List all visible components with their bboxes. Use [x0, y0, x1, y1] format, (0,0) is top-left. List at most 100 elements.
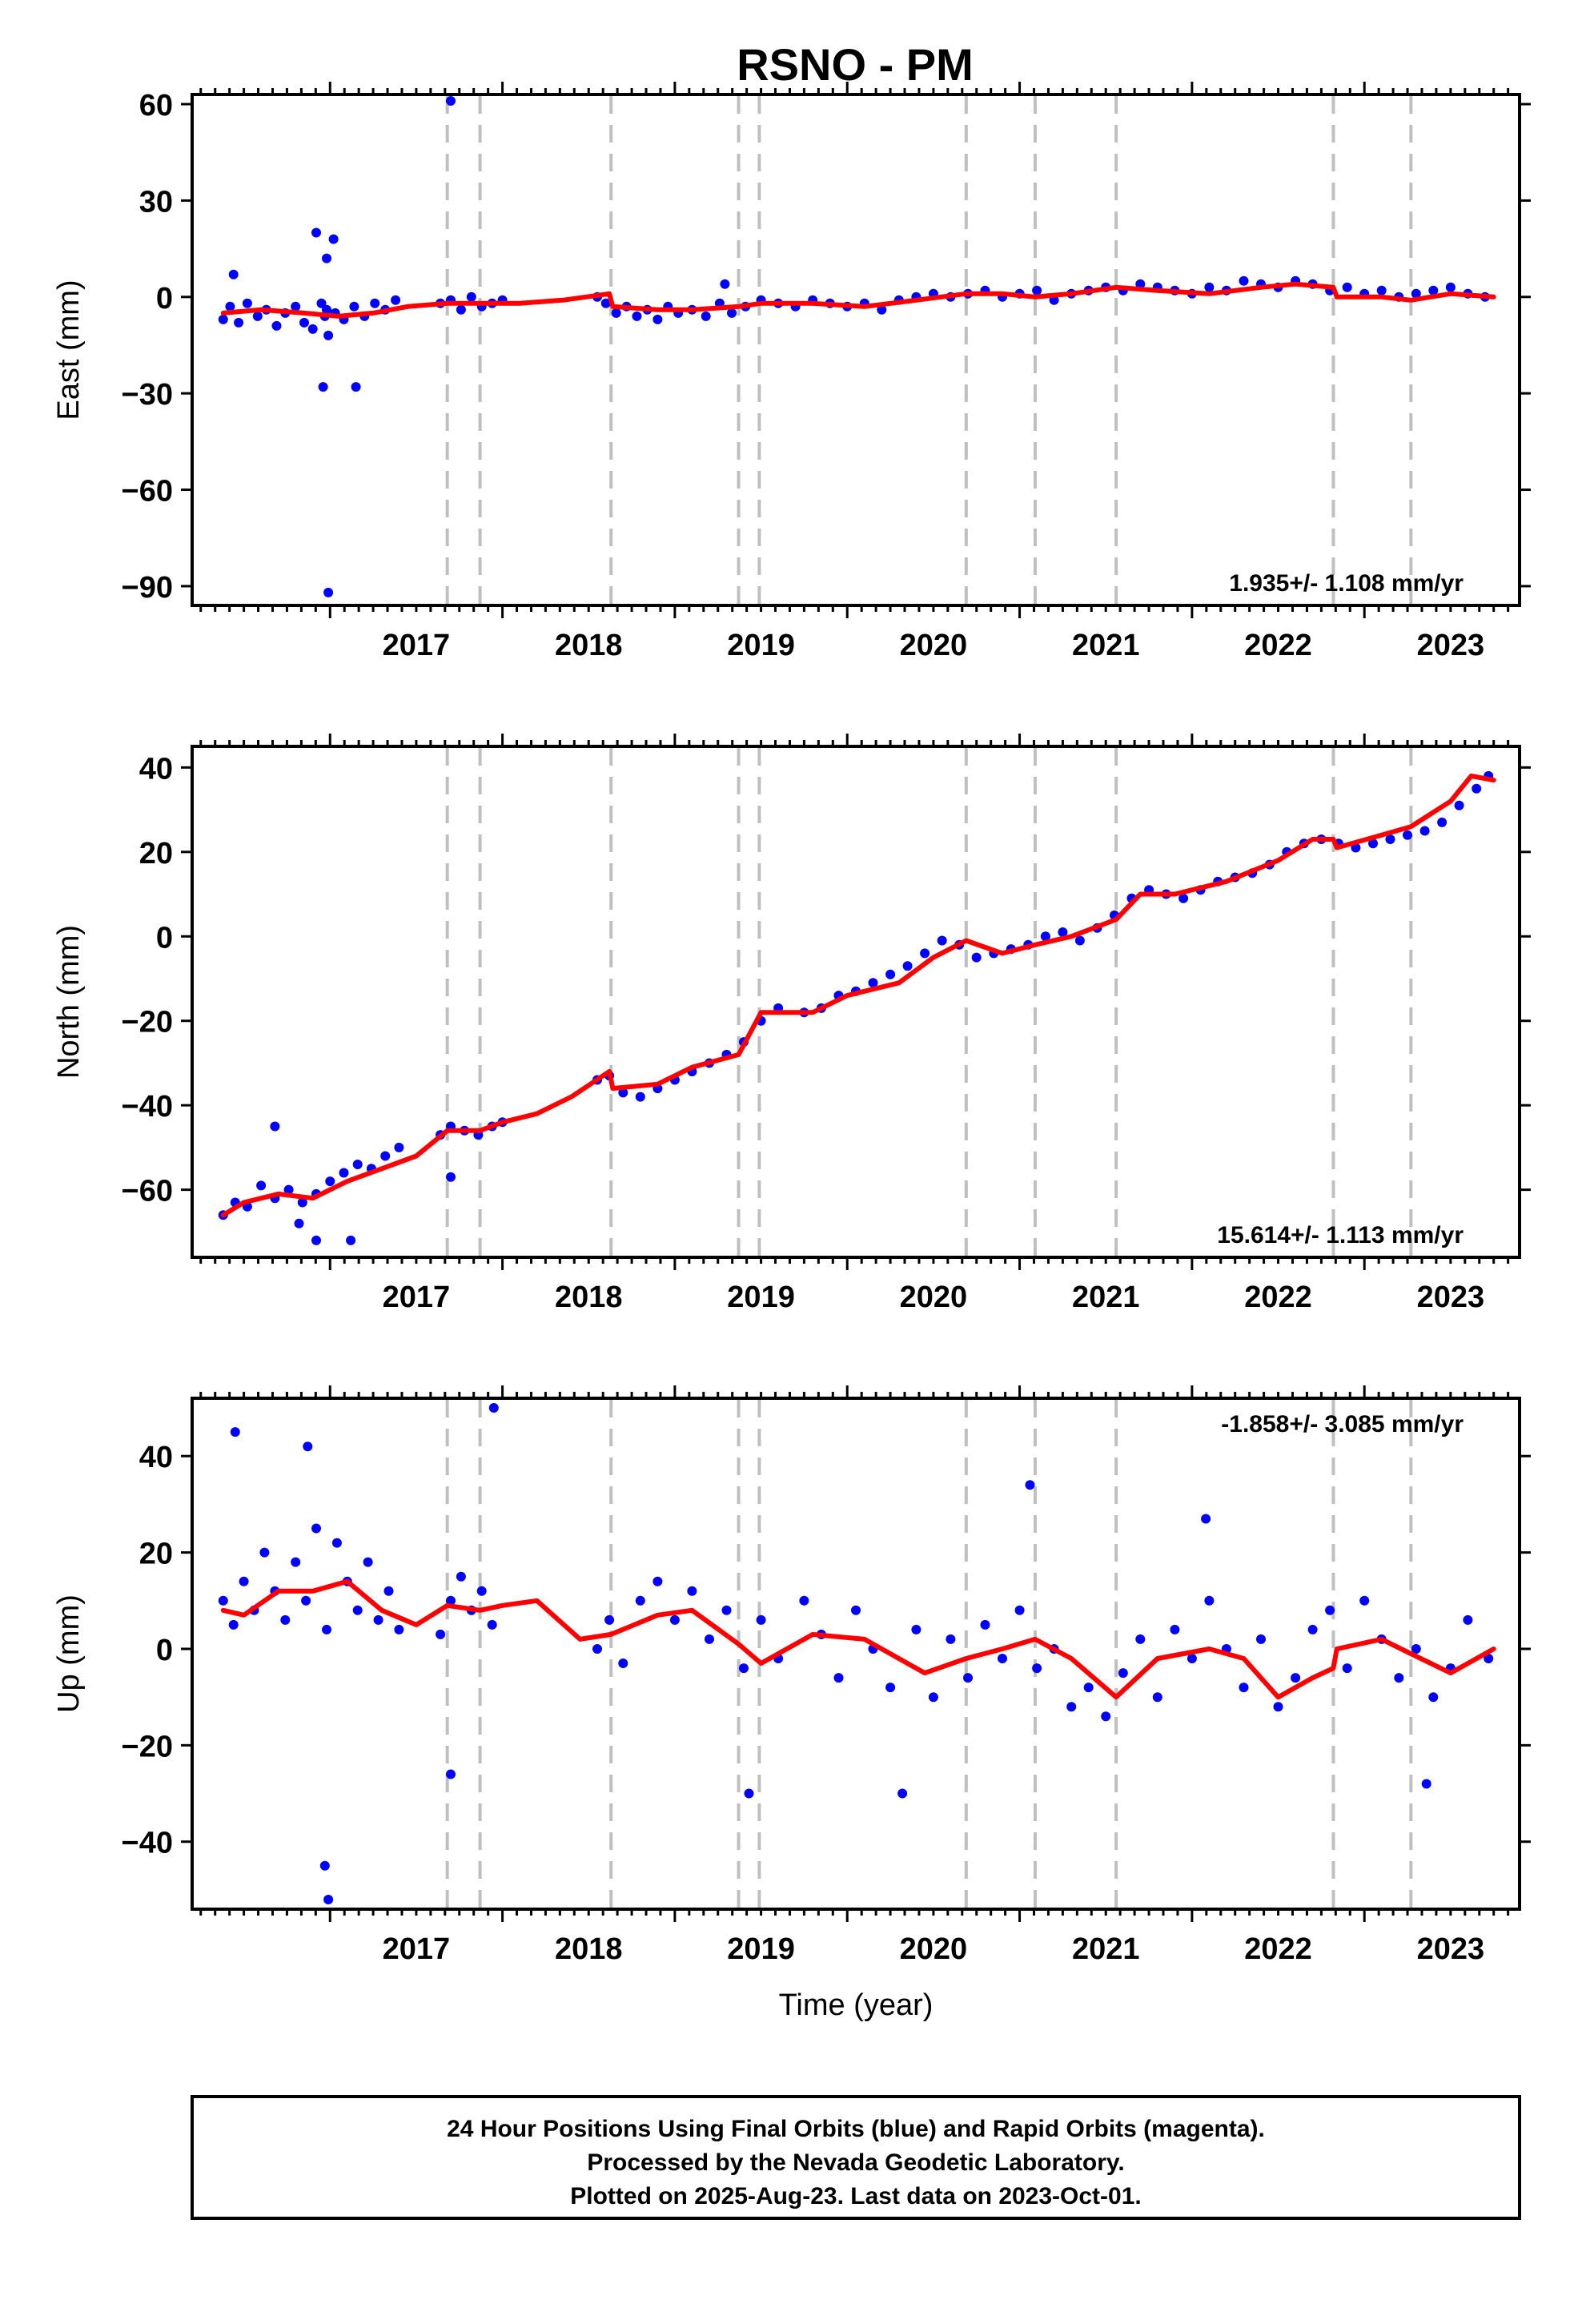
data-point — [234, 317, 244, 328]
data-point — [311, 227, 321, 238]
data-point — [1454, 800, 1464, 810]
y-tick-label: 0 — [156, 921, 173, 955]
data-point — [1201, 1514, 1211, 1524]
data-point — [980, 1619, 990, 1630]
data-point — [885, 969, 896, 979]
data-point — [851, 1605, 861, 1615]
data-point — [1419, 826, 1430, 836]
y-tick-label: −40 — [122, 1090, 173, 1124]
data-point — [294, 1218, 304, 1228]
x-tick-label: 2020 — [900, 629, 968, 662]
data-point — [1135, 279, 1146, 289]
data-point — [1385, 834, 1395, 844]
data-point — [1025, 1480, 1035, 1490]
plot-area — [218, 1403, 1496, 1904]
y-axis-label: East (mm) — [52, 279, 86, 420]
data-point — [436, 1629, 446, 1639]
data-point — [280, 1614, 291, 1625]
data-point — [311, 1523, 321, 1534]
y-tick-label: 40 — [139, 752, 173, 786]
data-point — [618, 1088, 628, 1098]
panel-2: −60 −40 −20 0 20 40 2017 2018 2019 2020 2021 2022 20… — [52, 734, 1531, 1314]
data-point — [937, 935, 947, 946]
data-point — [325, 1176, 335, 1187]
data-point — [351, 382, 361, 392]
data-point — [373, 1614, 383, 1625]
data-point — [1472, 783, 1482, 794]
data-point — [331, 1538, 342, 1548]
data-point — [998, 1654, 1007, 1663]
data-point — [1428, 1692, 1439, 1703]
footer-line-1: 24 Hour Positions Using Final Orbits (bl… — [447, 2116, 1265, 2142]
data-point — [739, 1663, 749, 1674]
data-point — [446, 1172, 456, 1182]
model-line — [220, 773, 1496, 1218]
y-tick-label: 0 — [156, 282, 173, 316]
data-point — [669, 1614, 680, 1625]
data-point — [885, 1683, 896, 1693]
data-point — [720, 279, 730, 289]
data-point — [322, 304, 331, 315]
data-point — [328, 234, 339, 244]
data-point — [370, 298, 380, 308]
data-point — [963, 1673, 973, 1683]
data-point — [1445, 282, 1456, 292]
x-tick-label: 2018 — [555, 629, 623, 662]
plot-area — [218, 96, 1496, 597]
data-point — [283, 1184, 294, 1195]
x-tick-label: 2019 — [727, 1932, 795, 1966]
data-point — [1437, 817, 1447, 827]
data-point — [1170, 1624, 1180, 1634]
x-tick-label: 2021 — [1072, 1932, 1140, 1966]
data-point — [833, 1673, 844, 1683]
y-tick-label: 40 — [139, 1441, 173, 1474]
panel-frame — [191, 1397, 1521, 1911]
data-point — [1376, 285, 1387, 296]
data-point — [652, 314, 663, 324]
x-tick-label: 2020 — [900, 1281, 968, 1314]
data-point — [394, 1624, 404, 1634]
x-tick-label: 2017 — [383, 1281, 451, 1314]
data-point — [291, 1557, 301, 1567]
data-point — [446, 96, 456, 106]
data-point — [230, 1427, 240, 1437]
data-point — [611, 308, 621, 318]
data-point — [1152, 1692, 1162, 1703]
data-point — [632, 311, 642, 321]
plot-area — [218, 770, 1496, 1245]
data-point — [744, 1788, 754, 1799]
data-point — [1256, 1634, 1266, 1644]
data-point — [1368, 838, 1378, 849]
data-point — [352, 1605, 363, 1615]
data-point — [270, 1121, 280, 1132]
data-point — [318, 382, 328, 392]
data-point — [1135, 1634, 1146, 1644]
data-point — [1484, 1654, 1494, 1663]
data-point — [225, 301, 235, 312]
data-point — [363, 1557, 373, 1567]
model-line — [220, 1578, 1496, 1700]
panel-1: −90 −60 −30 0 30 60 2017 2018 2019 2020 2021 2022 20… — [52, 82, 1531, 662]
x-tick-label: 2022 — [1244, 629, 1312, 662]
data-point — [322, 253, 331, 263]
y-axis-label: North (mm) — [52, 925, 86, 1079]
y-tick-label: −20 — [122, 1730, 173, 1763]
footer-frame — [191, 2095, 1521, 2220]
data-point — [1463, 1614, 1473, 1625]
data-point — [394, 1142, 404, 1152]
data-point — [1411, 288, 1421, 299]
data-point — [1428, 285, 1439, 296]
data-point — [877, 304, 887, 315]
x-tick-label: 2022 — [1244, 1281, 1312, 1314]
data-point — [1204, 282, 1215, 292]
data-point — [727, 308, 737, 318]
data-point — [228, 269, 239, 279]
data-point — [928, 1692, 938, 1703]
data-point — [299, 317, 309, 328]
data-point — [1014, 1605, 1025, 1615]
data-point — [311, 1235, 321, 1245]
x-tick-label: 2021 — [1072, 1281, 1140, 1314]
x-tick-label: 2017 — [383, 629, 451, 662]
